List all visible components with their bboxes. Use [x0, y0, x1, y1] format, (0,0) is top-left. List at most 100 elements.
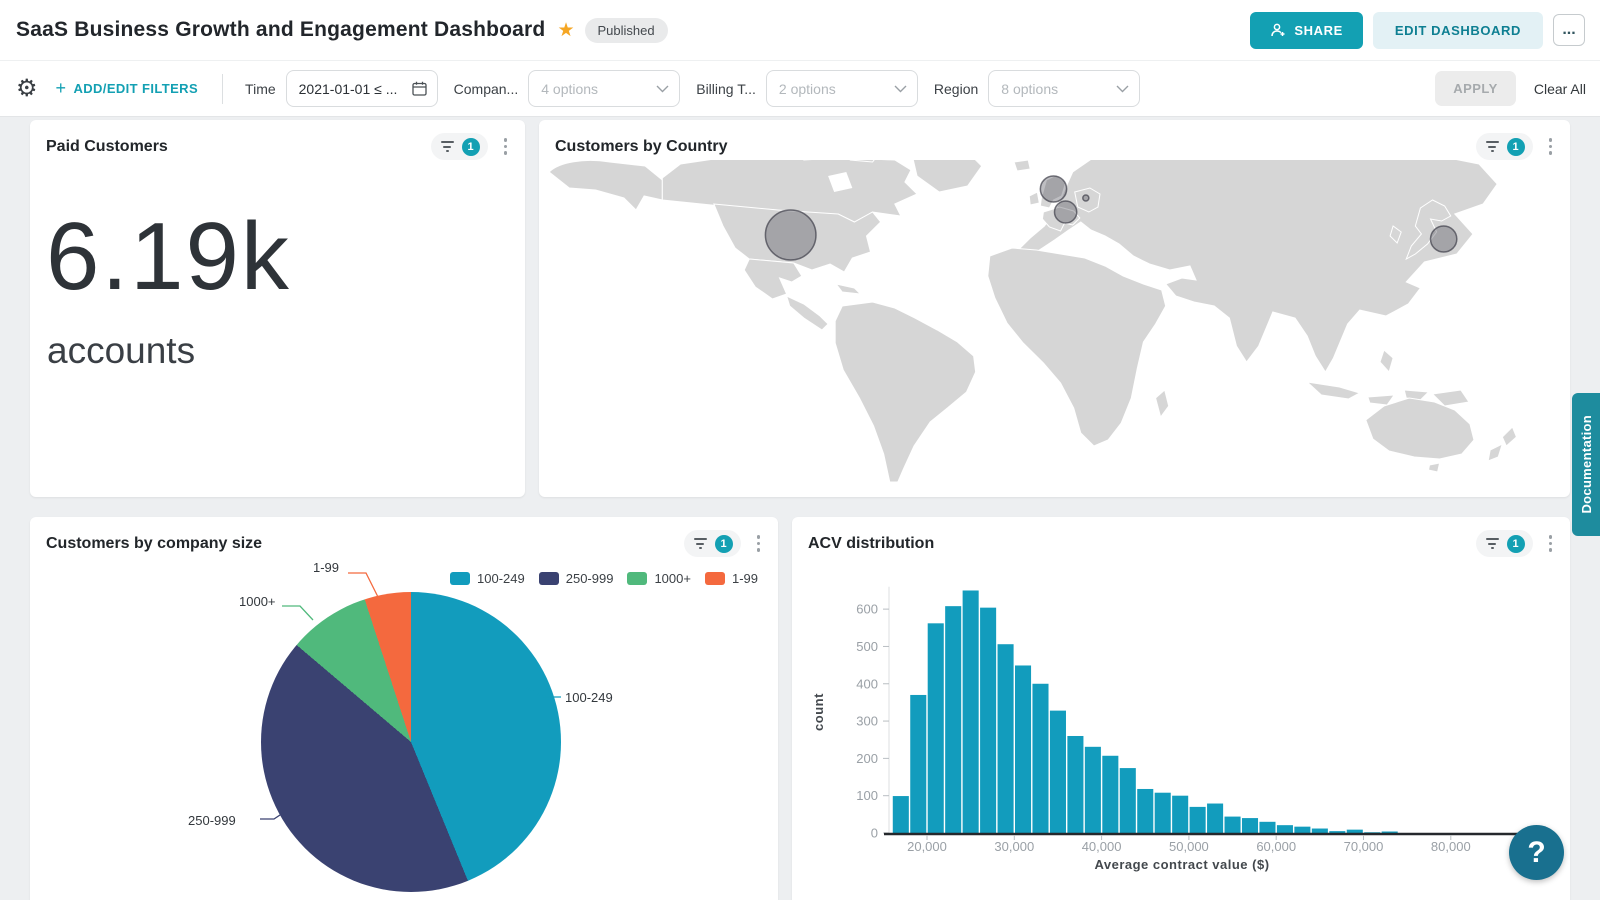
funnel-icon	[693, 538, 707, 549]
dashboard-grid: Paid Customers 1 6.19k accounts Customer…	[0, 117, 1600, 900]
filter-bar: ⚙ + ADD/EDIT FILTERS Time 2021-01-01 ≤ .…	[0, 60, 1600, 117]
widget-title: ACV distribution	[808, 534, 935, 552]
header-more-button[interactable]: ...	[1553, 14, 1585, 46]
widget-acv-distribution: ACV distribution 1 0 100 200 300 400 500 600 20…	[792, 517, 1570, 900]
widget-menu-button[interactable]	[498, 134, 514, 159]
map-country-cuba[interactable]	[834, 283, 862, 295]
map-country-tasmania[interactable]	[1427, 462, 1441, 473]
svg-text:600: 600	[856, 602, 878, 617]
map-country-new-guinea[interactable]	[1431, 389, 1470, 407]
svg-text:100: 100	[856, 788, 878, 803]
time-filter-dropdown[interactable]: 2021-01-01 ≤ ...	[285, 70, 438, 107]
map-bubble-united-kingdom[interactable]	[1039, 175, 1068, 203]
filter-group-region: Region 8 options	[933, 70, 1141, 107]
map-country-philippines[interactable]	[1379, 349, 1394, 374]
map-country-new-zealand[interactable]	[1501, 426, 1518, 447]
time-filter-value: 2021-01-01 ≤ ...	[298, 80, 398, 97]
map-region-eurasia[interactable]	[1015, 160, 1498, 373]
pie-legend: 100-249 250-999 1000+ 1-99	[450, 571, 758, 586]
region-filter-label: Region	[933, 80, 979, 97]
map-country-australia[interactable]	[1365, 397, 1475, 460]
map-country-new-zealand[interactable]	[1487, 443, 1504, 462]
legend-item[interactable]: 1000+	[627, 571, 691, 586]
company-filter-dropdown[interactable]: 4 options	[528, 70, 681, 107]
gear-icon[interactable]: ⚙	[16, 75, 38, 102]
widget-menu-button[interactable]	[1543, 531, 1559, 556]
edit-dashboard-button[interactable]: EDIT DASHBOARD	[1372, 11, 1543, 49]
map-country-africa[interactable]	[987, 247, 1167, 447]
pie-label-100-249: 100-249	[565, 690, 613, 705]
widget-filter-button[interactable]: 1	[1475, 530, 1533, 557]
map-country-indonesia[interactable]	[1367, 394, 1396, 406]
widget-menu-button[interactable]	[1543, 134, 1559, 159]
documentation-tab[interactable]: Documentation	[1572, 393, 1600, 536]
map-country-south-korea[interactable]	[1389, 225, 1402, 244]
legend-label: 250-999	[565, 571, 614, 586]
widget-filter-button[interactable]: 1	[430, 133, 488, 160]
map-country-madagascar[interactable]	[1155, 389, 1170, 419]
legend-label: 1000+	[654, 571, 691, 586]
region-filter-value: 8 options	[1001, 80, 1059, 97]
widget-menu-button[interactable]	[751, 531, 767, 556]
map-country-iceland[interactable]	[1013, 160, 1031, 172]
map-bubble-japan[interactable]	[1429, 225, 1458, 253]
clear-all-button[interactable]: Clear All	[1533, 80, 1586, 97]
world-map	[539, 160, 1570, 497]
map-country-canada-arctic[interactable]	[849, 160, 878, 163]
svg-text:70,000: 70,000	[1344, 839, 1384, 854]
share-label: SHARE	[1294, 22, 1343, 38]
map-country-france[interactable]	[1041, 206, 1081, 232]
svg-text:count: count	[811, 693, 826, 731]
map-country-mexico[interactable]	[743, 258, 803, 300]
map-country-united-states[interactable]	[713, 203, 882, 273]
top-bar: SaaS Business Growth and Engagement Dash…	[0, 0, 1600, 60]
filter-count-badge: 1	[1506, 534, 1525, 553]
map-country-ireland[interactable]	[1028, 191, 1040, 206]
legend-item[interactable]: 250-999	[538, 571, 614, 586]
add-edit-filters-button[interactable]: + ADD/EDIT FILTERS	[56, 78, 199, 99]
svg-text:300: 300	[856, 714, 878, 729]
widget-filter-button[interactable]: 1	[683, 530, 741, 557]
funnel-icon	[1485, 141, 1499, 152]
map-country-central-america[interactable]	[785, 295, 829, 331]
pie-chart-area: 100-249 250-999 1000+ 1-99 1-99 1000+ 250-9…	[30, 557, 778, 900]
share-button[interactable]: SHARE	[1250, 11, 1363, 49]
filter-group-company: Compan... 4 options	[454, 70, 681, 107]
published-badge: Published	[584, 17, 668, 43]
legend-item[interactable]: 100-249	[450, 571, 525, 586]
filter-group-billing: Billing T... 2 options	[696, 70, 918, 107]
map-country-japan[interactable]	[1405, 199, 1452, 261]
map-country-greenland[interactable]	[911, 160, 983, 193]
map-bubble-united-states[interactable]	[764, 209, 817, 261]
widget-paid-customers: Paid Customers 1 6.19k accounts	[30, 120, 525, 497]
map-country-south-america[interactable]	[834, 301, 977, 483]
svg-text:80,000: 80,000	[1431, 839, 1471, 854]
billing-filter-label: Billing T...	[696, 80, 756, 97]
legend-item[interactable]: 1-99	[704, 571, 758, 586]
filter-group-time: Time 2021-01-01 ≤ ...	[245, 70, 438, 107]
map-bubble-france[interactable]	[1053, 200, 1078, 224]
svg-text:200: 200	[856, 751, 878, 766]
widget-filter-button[interactable]: 1	[1475, 133, 1533, 160]
filter-count-badge: 1	[1506, 137, 1525, 156]
map-bubble-germany[interactable]	[1082, 194, 1090, 202]
filter-bar-divider	[222, 73, 224, 104]
favorite-star-icon[interactable]: ★	[557, 19, 575, 41]
legend-swatch	[704, 572, 725, 585]
map-country-alaska[interactable]	[548, 160, 663, 211]
histogram-chart[interactable]: 0 100 200 300 400 500 600 20,000 30,000 40,000 50,…	[792, 517, 1570, 900]
time-filter-label: Time	[245, 80, 276, 97]
billing-filter-dropdown[interactable]: 2 options	[765, 70, 918, 107]
svg-text:0: 0	[871, 826, 878, 841]
widget-title: Customers by Country	[555, 137, 728, 155]
pie-chart[interactable]	[261, 592, 561, 892]
svg-text:20,000: 20,000	[907, 839, 947, 854]
apply-button[interactable]: APPLY	[1435, 71, 1516, 106]
share-person-icon	[1271, 23, 1285, 36]
header-actions: SHARE EDIT DASHBOARD ...	[1250, 11, 1585, 49]
map-country-indonesia[interactable]	[1305, 381, 1362, 400]
region-filter-dropdown[interactable]: 8 options	[988, 70, 1141, 107]
legend-swatch	[450, 572, 471, 585]
help-button[interactable]: ?	[1509, 825, 1564, 880]
legend-label: 100-249	[477, 571, 525, 586]
